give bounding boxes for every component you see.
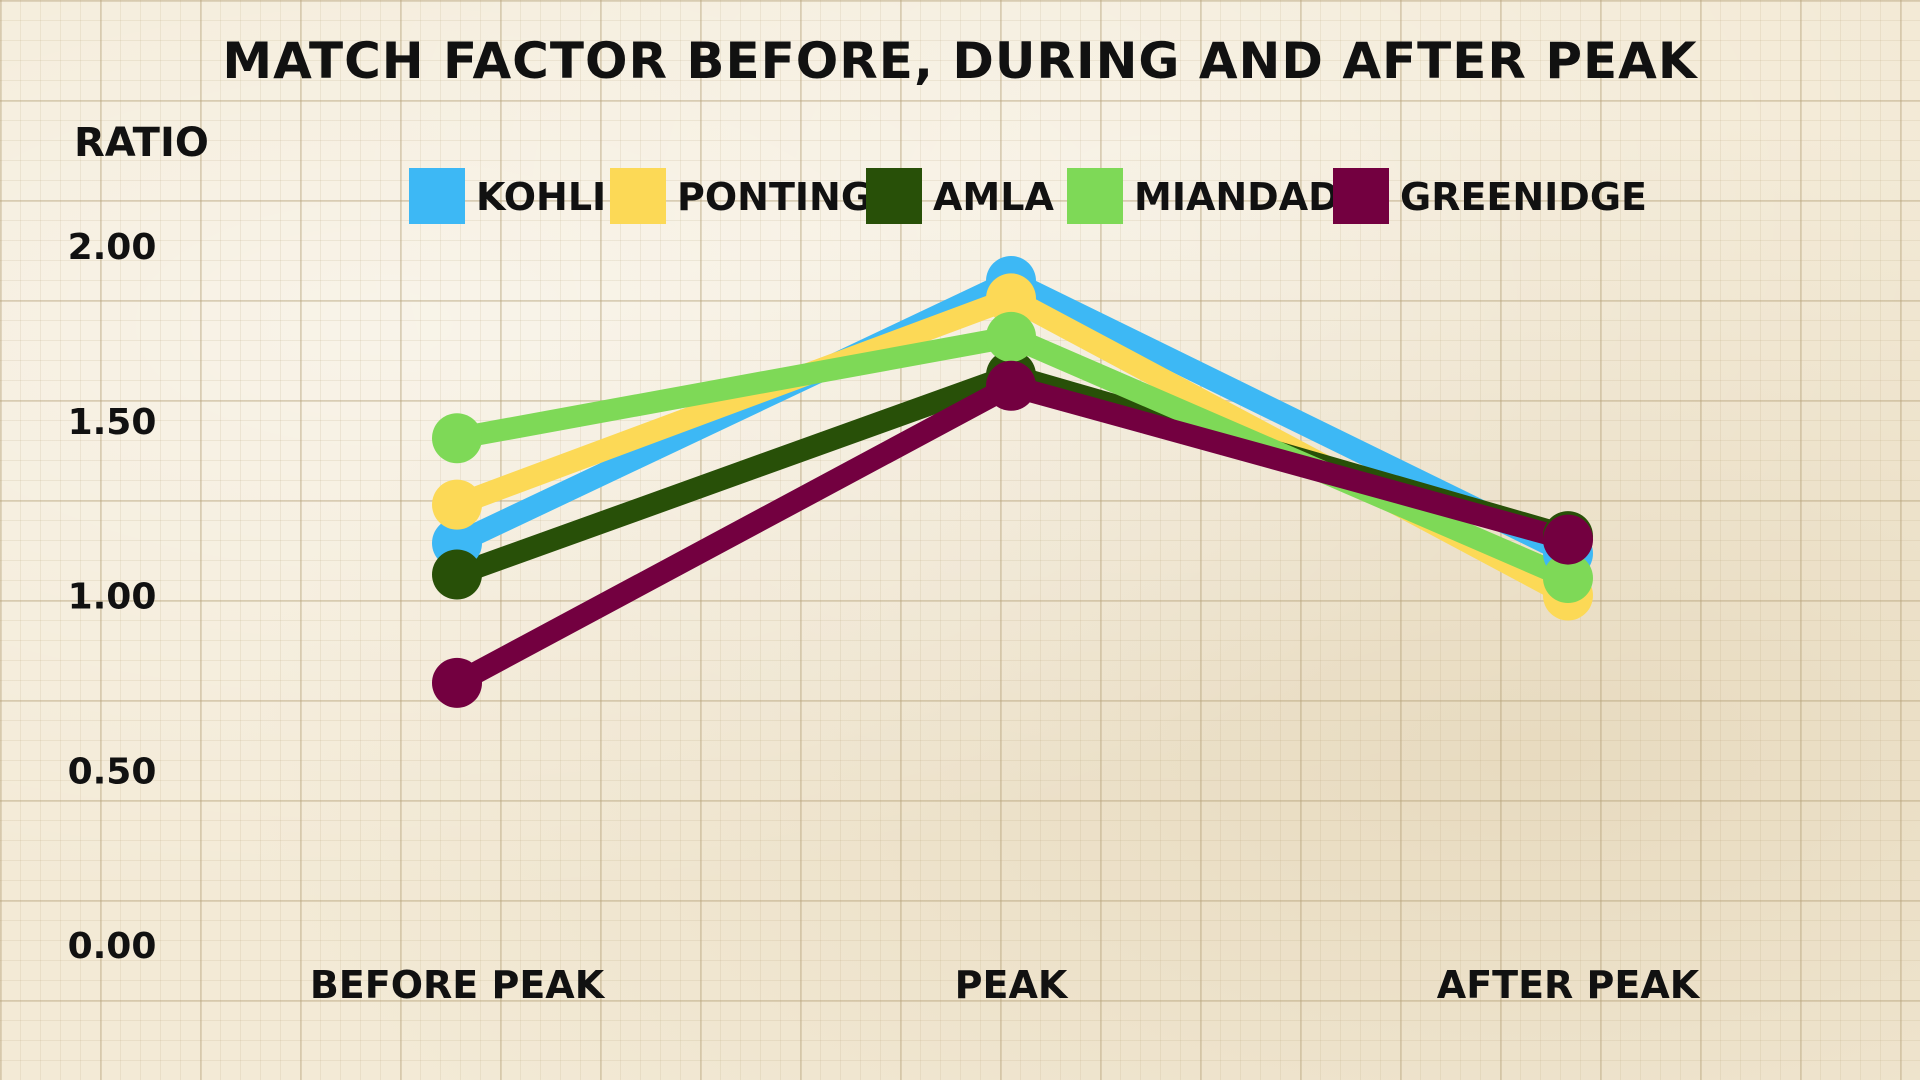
x-category-label: PEAK xyxy=(955,963,1069,1007)
y-tick-label: 1.50 xyxy=(68,402,157,443)
data-point xyxy=(986,273,1036,324)
legend-swatch xyxy=(1333,168,1389,224)
data-point xyxy=(1543,514,1593,565)
y-axis-ticks: 0.00 0.50 1.00 1.50 2.00 xyxy=(68,227,157,967)
legend-label: GREENIDGE xyxy=(1400,175,1647,219)
y-tick-label: 0.00 xyxy=(68,926,157,967)
y-tick-label: 2.00 xyxy=(68,227,157,268)
y-tick-label: 0.50 xyxy=(68,751,157,792)
legend-label: PONTING xyxy=(677,175,872,219)
x-category-label: BEFORE PEAK xyxy=(310,963,606,1007)
x-category-label: AFTER PEAK xyxy=(1437,963,1701,1007)
data-point xyxy=(432,549,482,600)
legend-swatch xyxy=(1067,168,1123,224)
legend-item: GREENIDGE xyxy=(1333,168,1647,224)
legend: KOHLI PONTING AMLA MIANDAD GREENIDGE xyxy=(409,168,1647,224)
chart-title: MATCH FACTOR BEFORE, DURING AND AFTER PE… xyxy=(222,32,1698,90)
data-point xyxy=(986,360,1036,411)
y-tick-label: 1.00 xyxy=(68,577,157,618)
legend-swatch xyxy=(409,168,465,224)
series-points xyxy=(432,255,1593,708)
legend-item: MIANDAD xyxy=(1067,168,1340,224)
legend-label: KOHLI xyxy=(476,175,606,219)
legend-swatch xyxy=(610,168,666,224)
data-point xyxy=(432,657,482,708)
legend-label: MIANDAD xyxy=(1134,175,1340,219)
legend-item: KOHLI xyxy=(409,168,606,224)
legend-item: PONTING xyxy=(610,168,872,224)
legend-label: AMLA xyxy=(933,175,1054,219)
series-line xyxy=(446,374,1579,694)
legend-swatch xyxy=(866,168,922,224)
x-axis-categories: BEFORE PEAK PEAK AFTER PEAK xyxy=(310,963,1701,1007)
y-axis-label: RATIO xyxy=(74,120,209,166)
data-point xyxy=(432,479,482,530)
data-point xyxy=(986,311,1036,362)
legend-item: AMLA xyxy=(866,168,1054,224)
data-point xyxy=(432,413,482,464)
data-point xyxy=(1543,553,1593,604)
